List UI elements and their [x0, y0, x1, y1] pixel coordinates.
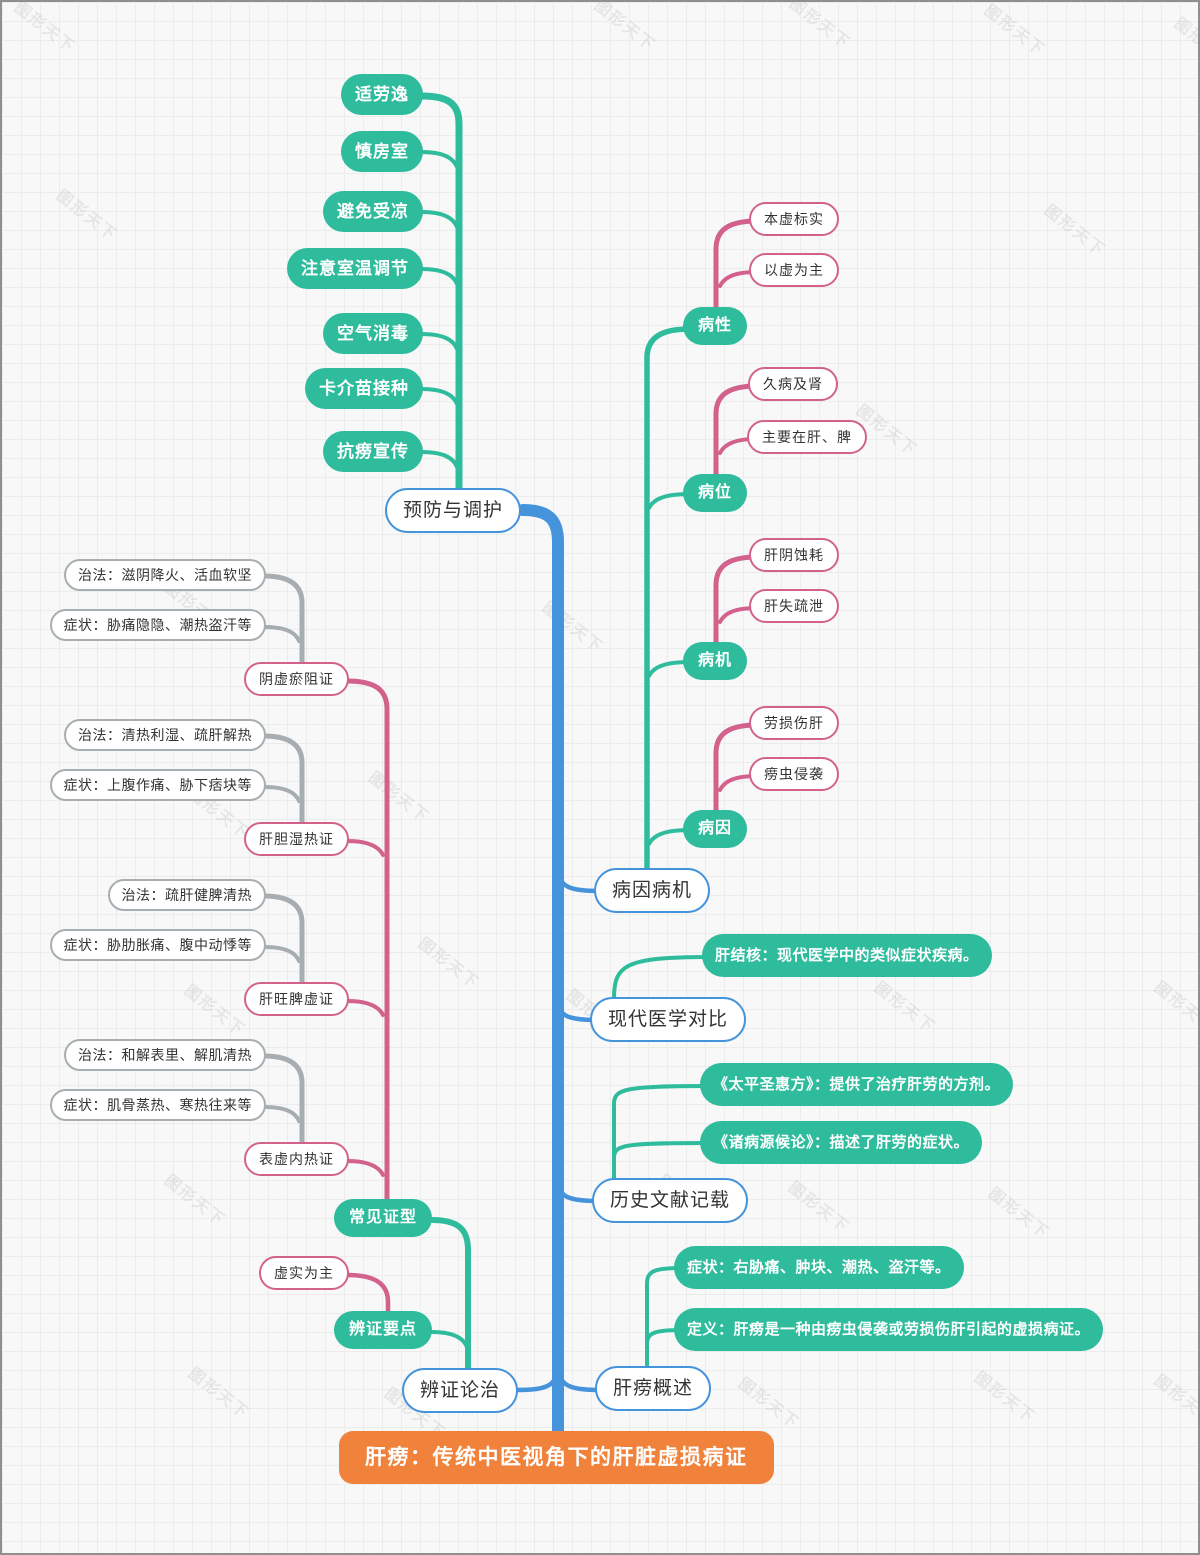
node-pattern-3-symptom[interactable]: 症状：肌骨蒸热、寒热往来等 — [49, 1089, 266, 1121]
node-pattern-3[interactable]: 表虚内热证 — [244, 1142, 349, 1176]
node-prevention[interactable]: 预防与调护 — [384, 488, 521, 533]
node-overview[interactable]: 肝痨概述 — [595, 1366, 712, 1411]
node-prevention-item-0[interactable]: 适劳逸 — [341, 74, 423, 115]
node-pattern-2-symptom[interactable]: 症状：胁肋胀痛、腹中动悸等 — [49, 929, 266, 961]
node-keypoints[interactable]: 辨证要点 — [333, 1311, 432, 1349]
node-nature[interactable]: 病性 — [683, 307, 748, 345]
node-pattern-2-treat[interactable]: 治法：疏肝健脾清热 — [107, 879, 266, 911]
node-modern-item-0[interactable]: 肝结核：现代医学中的类似症状疾病。 — [702, 934, 992, 977]
node-keypoint-item-0[interactable]: 虚实为主 — [259, 1256, 349, 1290]
node-pattern-0[interactable]: 阴虚瘀阻证 — [244, 662, 349, 696]
node-pattern-0-treat[interactable]: 治法：滋阴降火、活血软坚 — [64, 559, 266, 591]
node-prevention-item-5[interactable]: 卡介苗接种 — [305, 368, 423, 409]
node-location[interactable]: 病位 — [683, 474, 748, 512]
node-pattern-2[interactable]: 肝旺脾虚证 — [244, 982, 349, 1016]
node-patterns[interactable]: 常见证型 — [333, 1199, 432, 1237]
node-cause[interactable]: 病因 — [683, 810, 748, 848]
node-pattern-0-symptom[interactable]: 症状：胁痛隐隐、潮热盗汗等 — [49, 609, 266, 641]
node-mechanism-item-1[interactable]: 肝失疏泄 — [749, 589, 839, 623]
node-prevention-item-4[interactable]: 空气消毒 — [323, 313, 423, 354]
node-history-item-0[interactable]: 《太平圣惠方》：提供了治疗肝劳的方剂。 — [700, 1063, 1014, 1106]
node-nature-item-0[interactable]: 本虚标实 — [749, 202, 839, 236]
node-treatment[interactable]: 辨证论治 — [401, 1368, 518, 1413]
node-overview-item-1[interactable]: 定义：肝痨是一种由痨虫侵袭或劳损伤肝引起的虚损病证。 — [674, 1308, 1104, 1351]
node-prevention-item-6[interactable]: 抗痨宣传 — [323, 431, 423, 472]
node-etiology[interactable]: 病因病机 — [594, 868, 711, 913]
node-modern[interactable]: 现代医学对比 — [590, 997, 747, 1042]
node-prevention-item-1[interactable]: 慎房室 — [341, 131, 423, 172]
node-pattern-3-treat[interactable]: 治法：和解表里、解肌清热 — [64, 1039, 266, 1071]
node-nature-item-1[interactable]: 以虚为主 — [749, 253, 839, 287]
root-topic[interactable]: 肝痨：传统中医视角下的肝脏虚损病证 — [339, 1431, 774, 1484]
node-overview-item-0[interactable]: 症状：右胁痛、肿块、潮热、盗汗等。 — [674, 1246, 964, 1289]
node-mechanism-item-0[interactable]: 肝阴蚀耗 — [749, 538, 839, 572]
node-prevention-item-3[interactable]: 注意室温调节 — [287, 248, 423, 289]
node-prevention-item-2[interactable]: 避免受凉 — [323, 191, 423, 232]
node-pattern-1-symptom[interactable]: 症状：上腹作痛、胁下痞块等 — [49, 769, 266, 801]
node-history[interactable]: 历史文献记载 — [592, 1178, 749, 1223]
node-cause-item-0[interactable]: 劳损伤肝 — [749, 706, 839, 740]
node-pattern-1[interactable]: 肝胆湿热证 — [244, 822, 349, 856]
node-cause-item-1[interactable]: 痨虫侵袭 — [749, 757, 839, 791]
node-history-item-1[interactable]: 《诸病源候论》：描述了肝劳的症状。 — [700, 1121, 983, 1164]
node-location-item-0[interactable]: 久病及肾 — [748, 367, 838, 401]
node-location-item-1[interactable]: 主要在肝、脾 — [747, 420, 867, 454]
node-pattern-1-treat[interactable]: 治法：清热利湿、疏肝解热 — [64, 719, 266, 751]
node-mechanism[interactable]: 病机 — [683, 642, 748, 680]
